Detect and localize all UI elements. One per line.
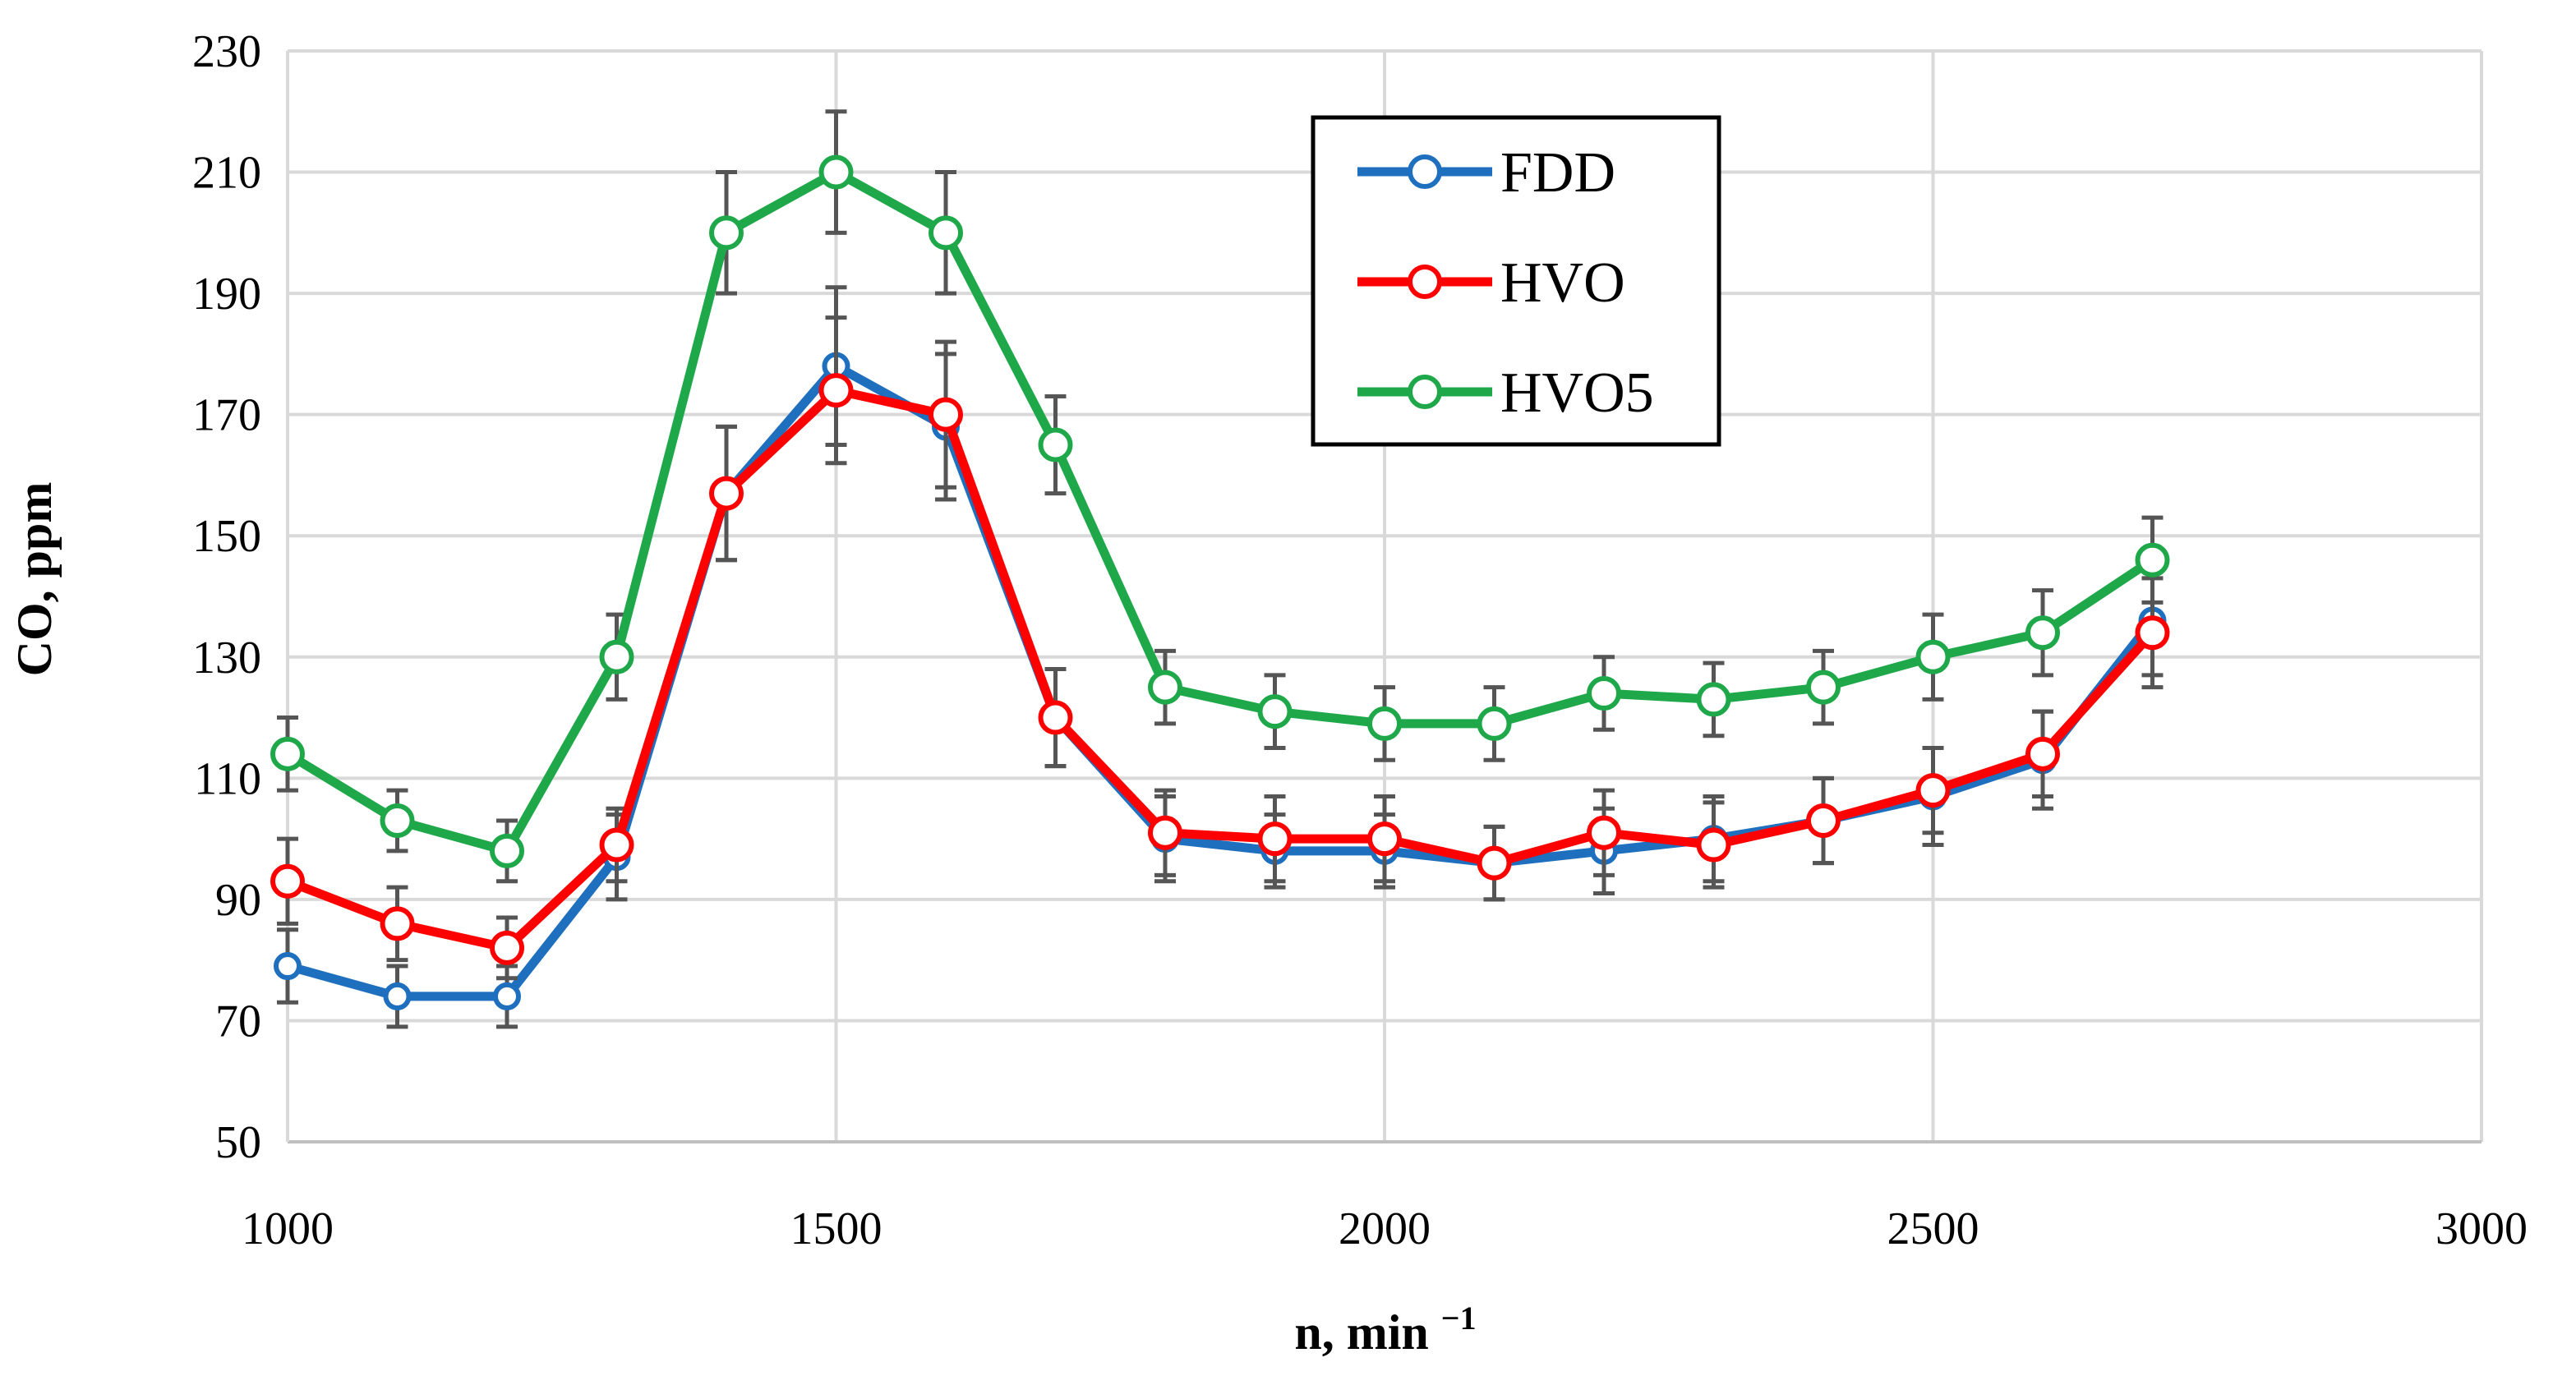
data-point	[1477, 706, 1512, 741]
data-point	[1696, 827, 1731, 863]
data-point	[1477, 845, 1512, 881]
data-point	[383, 982, 412, 1010]
x-tick-label: 2500	[1887, 1203, 1979, 1254]
x-tick-label: 2000	[1339, 1203, 1431, 1254]
data-point	[709, 215, 744, 251]
legend-item-hvo5: HVO5	[1357, 361, 1654, 425]
y-tick-label: 130	[192, 633, 261, 683]
x-tick-label: 1000	[242, 1203, 334, 1254]
y-tick-label: 190	[192, 269, 261, 320]
y-tick-label: 150	[192, 511, 261, 562]
x-axis-title-sup: −1	[1441, 1300, 1477, 1337]
data-point	[1806, 669, 1841, 705]
data-point	[1367, 706, 1402, 741]
data-point	[1038, 700, 1073, 735]
legend: FDD HVO HVO5	[1311, 115, 1721, 447]
data-point	[274, 952, 302, 981]
data-point	[1587, 676, 1621, 711]
series-line-hvo	[286, 385, 2156, 953]
data-point	[1806, 803, 1841, 838]
legend-swatch-marker	[1408, 375, 1442, 409]
legend-item-hvo: HVO	[1357, 251, 1625, 315]
data-point	[929, 397, 963, 432]
y-tick-label: 70	[215, 996, 261, 1047]
y-tick-label: 110	[194, 753, 261, 804]
data-point	[270, 863, 305, 899]
data-point	[818, 373, 854, 408]
legend-label: FDD	[1500, 141, 1615, 205]
data-point	[2135, 542, 2170, 577]
legend-label: HVO5	[1500, 361, 1654, 425]
data-point	[493, 982, 521, 1010]
data-point	[1257, 821, 1293, 857]
legend-swatch-marker	[1408, 154, 1442, 189]
y-axis-title: CO, ppm	[7, 482, 62, 677]
data-point	[1915, 639, 1951, 674]
data-point	[1038, 427, 1073, 462]
data-point	[1148, 669, 1182, 705]
legend-swatch-marker	[1408, 265, 1442, 299]
data-point	[818, 154, 854, 190]
data-point	[490, 930, 524, 965]
y-tick-label: 90	[215, 875, 261, 926]
series-line-hvo5	[285, 168, 2155, 856]
legend-item-fdd: FDD	[1357, 141, 1615, 205]
data-point	[1696, 682, 1731, 717]
data-point	[2135, 615, 2170, 651]
data-point	[1148, 815, 1182, 850]
data-point	[2025, 615, 2060, 651]
series-hvo	[270, 315, 2170, 981]
data-point	[929, 215, 963, 251]
data-point	[1915, 773, 1951, 808]
data-point	[599, 827, 634, 863]
series	[270, 109, 2170, 1029]
y-tick-label: 230	[192, 26, 261, 77]
data-point	[1367, 821, 1402, 857]
x-axis-title-main: n, min	[1294, 1305, 1428, 1360]
y-tick-label: 210	[192, 148, 261, 199]
series-hvo5	[270, 109, 2170, 884]
x-tick-label: 3000	[2435, 1203, 2528, 1254]
data-point	[380, 906, 415, 941]
data-point	[490, 833, 524, 868]
axes: 50 70 90 110 130 150 170 190 210 230 1000 1500 2000 2…	[192, 26, 2528, 1254]
data-point	[380, 803, 415, 838]
x-tick-label: 1500	[790, 1203, 882, 1254]
data-point	[1587, 815, 1621, 850]
data-point	[709, 476, 744, 511]
y-tick-label: 170	[192, 390, 261, 441]
data-point	[270, 736, 305, 771]
y-tick-label: 50	[215, 1117, 261, 1168]
data-point	[2025, 736, 2060, 771]
legend-label: HVO	[1500, 251, 1625, 315]
x-axis-title: n, min −1	[1294, 1300, 1476, 1360]
data-point	[1257, 694, 1293, 729]
data-point	[599, 639, 634, 674]
